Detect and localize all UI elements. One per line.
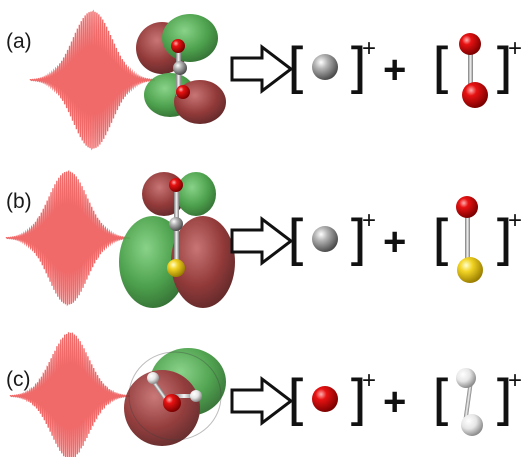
carbon-atom [173, 61, 187, 75]
laser-pulse-icon [9, 332, 131, 457]
sulfur-atom [167, 259, 185, 277]
orbital-lobe-green [176, 172, 216, 216]
product1-atom [312, 54, 338, 80]
bracket-open: [ [287, 369, 308, 432]
product1-atom [312, 226, 338, 252]
orbital-lobe-green [119, 216, 187, 308]
orbital-lobe-red [171, 216, 235, 308]
panel-a: (a) [ ] + + [ ] + [6, 9, 522, 151]
bracket-open: [ [287, 37, 308, 100]
bond [465, 212, 470, 264]
charge: + [508, 367, 522, 394]
bracket-close: ] [492, 37, 513, 100]
product2-molecule [456, 196, 483, 283]
oxygen-atom [176, 85, 190, 99]
bracket-open: [ [432, 37, 453, 100]
charge: + [362, 207, 376, 234]
orbital-lobe-green [162, 14, 218, 62]
panel-c: (c) [ ] + + [ ] + [6, 332, 522, 457]
bond [463, 381, 473, 423]
hydrogen-atom [190, 390, 202, 402]
bracket-open: [ [432, 369, 453, 432]
product2-molecule [459, 33, 488, 108]
carbon-atom [169, 217, 183, 231]
bracket-close: ] [346, 209, 367, 272]
plus-sign: + [383, 48, 406, 92]
oxygen-atom [456, 196, 478, 218]
molecule-model [147, 372, 202, 412]
bracket-close: ] [346, 37, 367, 100]
oxygen-atom [169, 178, 183, 192]
oxygen-atom [163, 394, 181, 412]
hydrogen-atom [456, 368, 476, 388]
charge: + [362, 35, 376, 62]
oxygen-atom [462, 82, 488, 108]
laser-pulse-icon [29, 9, 156, 151]
molecule-model [167, 178, 185, 277]
plus-sign: + [383, 380, 406, 424]
hydrogen-atom [461, 414, 483, 436]
orbital-lobe-red [124, 370, 200, 446]
bond [174, 394, 194, 398]
bracket-open: [ [432, 209, 453, 272]
plus-sign: + [383, 220, 406, 264]
hydrogen-atom [147, 372, 159, 384]
bracket-open: [ [287, 209, 308, 272]
panel-b: (b) [ ] + + [ ] + [5, 169, 522, 308]
oxygen-atom [459, 33, 481, 55]
panel-label: (a) [6, 30, 32, 53]
panel-label: (c) [6, 368, 31, 391]
reaction-arrow-icon [230, 43, 294, 95]
oxygen-atom [171, 39, 185, 53]
charge: + [508, 207, 522, 234]
bond [468, 48, 473, 88]
reaction-arrow-icon [230, 375, 294, 427]
charge: + [362, 367, 376, 394]
molecule-model [171, 39, 190, 99]
charge: + [508, 35, 522, 62]
bracket-close: ] [492, 369, 513, 432]
bond [152, 380, 168, 402]
sulfur-atom [457, 257, 483, 283]
product2-molecule [456, 368, 483, 436]
bracket-close: ] [346, 369, 367, 432]
reaction-arrow-icon [230, 215, 294, 267]
bracket-close: ] [492, 209, 513, 272]
laser-pulse-icon [5, 169, 131, 307]
product1-atom [312, 386, 338, 412]
panel-label: (b) [6, 190, 32, 213]
orbital-outline [128, 351, 222, 441]
